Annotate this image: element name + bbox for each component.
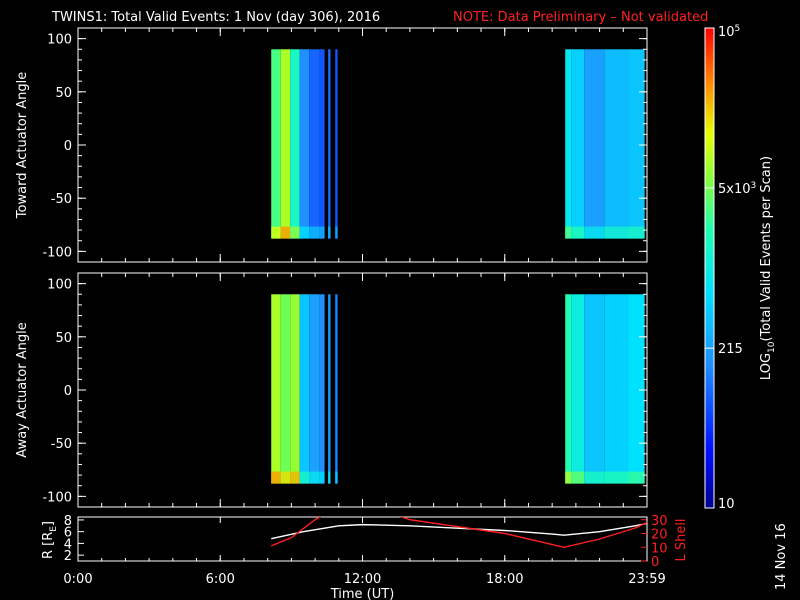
orbit-ytick-label: 8	[64, 514, 72, 529]
preliminary-note: NOTE: Data Preliminary – Not validated	[453, 10, 708, 25]
toward-heatmap-block	[584, 49, 605, 239]
toward-ytick-label: 100	[47, 33, 72, 48]
toward-heatmap-block	[335, 49, 338, 239]
toward-heatmap-edge-band	[290, 226, 300, 239]
away-heatmap-block	[571, 294, 585, 484]
toward-heatmap-block	[328, 49, 331, 239]
orbit-xtick-label: 23:59	[628, 572, 665, 587]
colorbar-tick-label: 105	[718, 24, 740, 40]
away-heatmap-edge-band	[309, 471, 320, 484]
away-ytick-label: -50	[51, 437, 72, 452]
lshell-ytick-label: 0	[651, 555, 659, 570]
colorbar-tick-label: 5x103	[718, 181, 756, 197]
radius-axis-label: R [RE]	[41, 521, 59, 559]
lshell-axis-label: L Shell	[674, 518, 689, 561]
away-heatmap-edge-band	[299, 471, 310, 484]
away-heatmap-edge-band	[628, 471, 645, 484]
away-heatmap-block	[319, 294, 325, 484]
toward-heatmap-edge-band	[604, 226, 629, 239]
toward-heatmap-edge-band	[565, 226, 572, 239]
toward-heatmap-block	[604, 49, 629, 239]
away-ytick-label: -100	[42, 490, 72, 505]
lshell-series-line	[270, 517, 647, 548]
figure-title: TWINS1: Total Valid Events: 1 Nov (day 3…	[51, 10, 380, 25]
orbit-xtick-label: 0:00	[63, 572, 92, 587]
orbit-xtick-label: 18:00	[486, 572, 523, 587]
orbit-xlabel: Time (UT)	[330, 587, 395, 600]
toward-heatmap-edge-band	[319, 226, 325, 239]
away-heatmap-edge-band	[584, 471, 605, 484]
away-heatmap-edge-band	[571, 471, 585, 484]
orbit-xtick-label: 6:00	[206, 572, 235, 587]
away-heatmap-block	[628, 294, 645, 484]
toward-heatmap-block	[299, 49, 310, 239]
radius-series-line	[271, 522, 647, 540]
colorbar-tick-label: 215	[718, 342, 743, 357]
away-heatmap-edge-band	[565, 471, 572, 484]
orbit-xtick-label: 12:00	[344, 572, 381, 587]
away-heatmap-block	[309, 294, 320, 484]
toward-heatmap-edge-band	[280, 226, 291, 239]
away-heatmap-edge-band	[335, 471, 338, 484]
colorbar-gradient	[705, 28, 714, 508]
toward-ytick-label: -50	[51, 192, 72, 207]
toward-ytick-label: 0	[64, 139, 72, 154]
away-heatmap-block	[604, 294, 629, 484]
away-heatmap-edge-band	[280, 471, 291, 484]
toward-heatmap-block	[271, 49, 281, 239]
away-heatmap-block	[565, 294, 572, 484]
colorbar-label: LOG10(Total Valid Events per Scan)	[759, 156, 777, 380]
toward-heatmap-edge-band	[309, 226, 320, 239]
toward-ylabel: Toward Actuator Angle	[15, 72, 30, 219]
toward-axes-frame	[77, 27, 648, 263]
toward-heatmap-edge-band	[328, 226, 331, 239]
away-ytick-label: 100	[47, 278, 72, 293]
away-heatmap-block	[335, 294, 338, 484]
toward-heatmap-edge-band	[299, 226, 310, 239]
toward-heatmap-edge-band	[335, 226, 338, 239]
toward-ytick-label: -100	[42, 245, 72, 260]
away-heatmap-edge-band	[319, 471, 325, 484]
lshell-ytick-label: 30	[651, 514, 668, 529]
toward-heatmap-edge-band	[271, 226, 281, 239]
toward-angle-panel: -100 -50 0 50 100 Toward Actuator Angle	[15, 27, 648, 263]
away-axes-frame	[77, 272, 648, 508]
away-ylabel: Away Actuator Angle	[15, 322, 30, 457]
away-angle-panel: -100 -50 0 50 100 Away Actuator Angle	[15, 272, 648, 508]
away-heatmap-block	[290, 294, 300, 484]
orbit-ytick-label: 4	[64, 537, 72, 552]
lshell-ytick-label: 20	[651, 528, 668, 543]
away-heatmap-block	[280, 294, 291, 484]
colorbar-tick-label: 10	[718, 497, 735, 512]
away-heatmap-block	[328, 294, 331, 484]
away-heatmap-edge-band	[290, 471, 300, 484]
toward-heatmap-block	[565, 49, 572, 239]
orbit-ytick-label: 6	[64, 526, 72, 541]
date-stamp: 14 Nov 16	[774, 523, 789, 590]
toward-heatmap-block	[628, 49, 645, 239]
toward-heatmap-block	[290, 49, 300, 239]
toward-heatmap-edge-band	[584, 226, 605, 239]
toward-heatmap-edge-band	[628, 226, 645, 239]
away-heatmap-edge-band	[604, 471, 629, 484]
away-heatmap-edge-band	[328, 471, 331, 484]
lshell-ytick-label: 10	[651, 541, 668, 556]
orbit-ytick-label: 2	[64, 549, 72, 564]
away-heatmap-edge-band	[271, 471, 281, 484]
colorbar: 10 215 5x103 105	[704, 24, 756, 512]
toward-ytick-label: 50	[55, 86, 72, 101]
away-heatmap-block	[584, 294, 605, 484]
away-heatmap-block	[299, 294, 310, 484]
away-ytick-label: 0	[64, 384, 72, 399]
toward-heatmap-edge-band	[571, 226, 585, 239]
toward-heatmap-block	[309, 49, 320, 239]
toward-heatmap-block	[319, 49, 325, 239]
orbit-axes-frame	[77, 516, 648, 562]
toward-heatmap-block	[571, 49, 585, 239]
away-ytick-label: 50	[55, 331, 72, 346]
away-heatmap-block	[271, 294, 281, 484]
toward-heatmap-block	[280, 49, 291, 239]
